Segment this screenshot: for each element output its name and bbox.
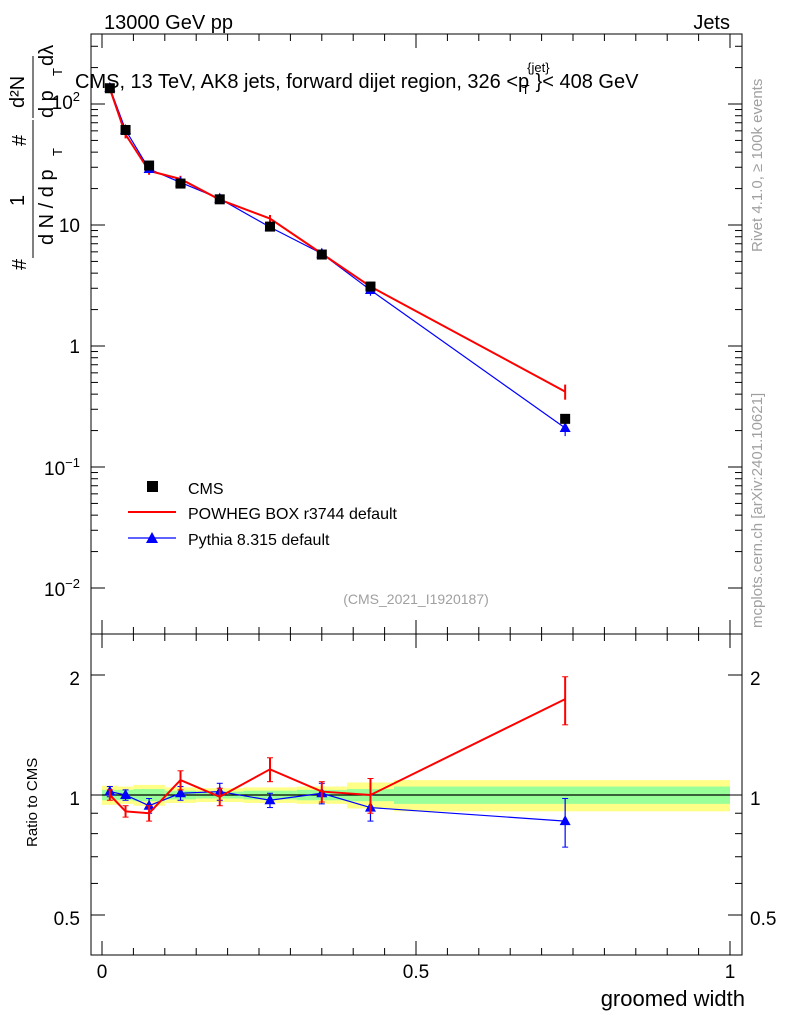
y-label-one: 1 [7, 195, 29, 206]
y-tick-label-1e-1: 10−1 [44, 455, 80, 480]
cms-point [104, 83, 115, 94]
mcplots-label: mcplots.cern.ch [arXiv:2401.10621] [749, 393, 766, 628]
ratio-series [104, 676, 571, 848]
pythia-ratio-point [559, 815, 571, 826]
legend-pythia-marker [146, 532, 158, 543]
main-y-axis-label: # 1 d N / d p T # d²N d p T dλ [7, 45, 65, 270]
rivet-version-label: Rivet 4.1.0, ≥ 100k events [749, 79, 766, 252]
legend-cms-marker [147, 481, 158, 492]
powheg-line [108, 88, 566, 393]
cms-point [144, 160, 155, 171]
x-tick-label-0: 0 [97, 962, 108, 983]
x-axis-label: groomed width [601, 986, 745, 1011]
analysis-id-watermark: (CMS_2021_I1920187) [343, 591, 489, 607]
main-y-tick-labels: 102 10 1 10−1 10−2 [44, 89, 80, 601]
y-label-d2N: d²N [7, 76, 29, 108]
legend-pythia-label: Pythia 8.315 default [188, 532, 330, 549]
ratio-y-tick-label-1: 1 [69, 789, 80, 810]
cms-point [264, 221, 275, 232]
pythia-ratio-point [120, 789, 132, 799]
ratio-ticks [91, 634, 742, 955]
cms-point [214, 194, 225, 205]
y-tick-label-1e2: 102 [52, 89, 80, 114]
legend: CMS POWHEG BOX r3744 default Pythia 8.31… [128, 481, 398, 549]
y-tick-label-1e1: 10 [59, 216, 80, 237]
ratio-y-axis-label: Ratio to CMS [24, 758, 41, 847]
main-ticks [91, 34, 742, 634]
pythia-ratio-point [264, 794, 276, 805]
ratio-y-tick-label-0-5-right: 0.5 [750, 909, 776, 930]
pythia-ratio-point [175, 787, 186, 798]
y-label-dpT: d p [36, 90, 58, 118]
y-label-T-subscript: T [50, 148, 65, 156]
x-tick-label-1: 1 [725, 962, 736, 983]
y-label-dlambda: dλ [36, 45, 58, 66]
ratio-y-tick-label-2-right: 2 [750, 669, 761, 690]
y-label-T-subscript-2: T [50, 68, 65, 76]
legend-cms-label: CMS [188, 481, 224, 498]
x-tick-label-0-5: 0.5 [403, 962, 429, 983]
plot-title: CMS, 13 TeV, AK8 jets, forward dijet reg… [75, 60, 639, 97]
y-label-dN-dpT: d N / d p [36, 169, 58, 245]
ratio-uncertainty-bands [102, 780, 730, 812]
y-label-hash-2: # [9, 134, 31, 146]
cms-point [175, 178, 186, 189]
y-label-hash-1: # [9, 258, 31, 270]
ratio-panel: 2 1 0.5 2 1 0.5 Ratio to CMS 0 0.5 1 gro… [24, 633, 776, 1011]
cms-point [316, 249, 327, 260]
cms-point [560, 413, 571, 424]
process-label: Jets [693, 12, 730, 34]
pythia-line [109, 87, 566, 429]
main-series [104, 81, 571, 437]
energy-label: 13000 GeV pp [104, 12, 233, 34]
ratio-y-tick-label-2: 2 [69, 669, 80, 690]
y-tick-label-1e-2: 10−2 [44, 576, 80, 601]
ratio-y-tick-label-0-5: 0.5 [54, 909, 80, 930]
y-tick-label-1e0: 1 [69, 337, 80, 358]
pythia-point [559, 422, 571, 433]
legend-powheg-label: POWHEG BOX r3744 default [188, 506, 398, 523]
ratio-y-tick-label-1-right: 1 [750, 789, 761, 810]
main-panel: 102 10 1 10−1 10−2 CMS, 13 TeV, AK8 jets… [44, 33, 743, 635]
cms-point [120, 124, 131, 135]
pythia-ratio-point [143, 799, 155, 810]
cms-point [365, 281, 376, 292]
